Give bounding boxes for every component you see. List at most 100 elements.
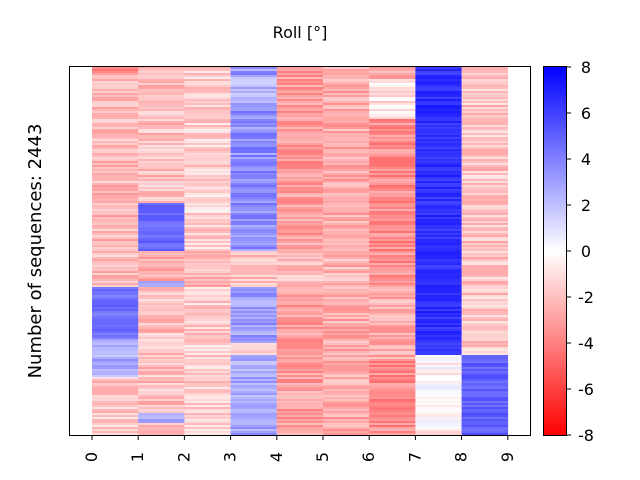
heatmap-cell (415, 359, 462, 362)
heatmap-cell (461, 195, 509, 198)
heatmap-cell (138, 205, 185, 208)
heatmap-cell (415, 155, 462, 158)
heatmap-cell (415, 289, 462, 292)
heatmap-cell (230, 197, 278, 200)
heatmap-cell (415, 227, 462, 230)
heatmap-cell (276, 429, 324, 432)
heatmap-cell (184, 81, 231, 84)
heatmap-cell (461, 109, 509, 112)
heatmap-cell (276, 265, 324, 268)
heatmap-cell (230, 143, 278, 146)
heatmap-cell (92, 399, 139, 402)
x-tick-label: 1 (128, 452, 147, 462)
heatmap-cell (138, 157, 185, 160)
heatmap-cell (184, 373, 231, 376)
heatmap-cell (138, 367, 185, 370)
heatmap-cell (369, 95, 416, 98)
heatmap-cell (415, 137, 462, 140)
heatmap-cell (461, 145, 509, 148)
heatmap-cell (230, 399, 278, 402)
heatmap-cell (184, 427, 231, 430)
heatmap-cell (184, 71, 231, 74)
heatmap-cell (461, 81, 509, 84)
heatmap-cell (369, 297, 416, 300)
heatmap-cell (276, 201, 324, 204)
heatmap-cell (461, 83, 509, 86)
heatmap-cell (230, 187, 278, 190)
heatmap-cell (323, 301, 370, 304)
heatmap-cell (230, 283, 278, 286)
heatmap-cell (138, 309, 185, 312)
heatmap-cell (415, 183, 462, 186)
heatmap-cell (230, 407, 278, 410)
heatmap-cell (92, 73, 139, 76)
heatmap-cell (415, 317, 462, 320)
heatmap-cell (276, 251, 324, 254)
heatmap-cell (184, 413, 231, 416)
heatmap-cell (369, 193, 416, 196)
heatmap-cell (92, 419, 139, 422)
heatmap-cell (184, 257, 231, 260)
heatmap-cell (415, 327, 462, 330)
heatmap-cell (184, 205, 231, 208)
heatmap-cell (276, 379, 324, 382)
heatmap-cell (461, 333, 509, 336)
heatmap-cell (276, 165, 324, 168)
heatmap-cell (461, 343, 509, 346)
heatmap-cell (369, 245, 416, 248)
heatmap-cell (138, 259, 185, 262)
heatmap-cell (184, 77, 231, 80)
heatmap-cell (92, 385, 139, 388)
heatmap-cell (276, 137, 324, 140)
heatmap-cell (184, 345, 231, 348)
heatmap-cell (461, 415, 509, 418)
heatmap-cell (276, 199, 324, 202)
heatmap-cell (276, 241, 324, 244)
heatmap-cell (323, 419, 370, 422)
heatmap-cell (276, 97, 324, 100)
heatmap-cell (461, 411, 509, 414)
heatmap-cell (323, 273, 370, 276)
heatmap-cell (92, 369, 139, 372)
heatmap-cell (323, 93, 370, 96)
heatmap-cell (138, 93, 185, 96)
heatmap-cell (369, 203, 416, 206)
heatmap-cell (230, 127, 278, 130)
heatmap-cell (276, 109, 324, 112)
heatmap-cell (276, 219, 324, 222)
heatmap-cell (184, 323, 231, 326)
heatmap-cell (461, 153, 509, 156)
heatmap-cell (461, 101, 509, 104)
heatmap-cell (92, 407, 139, 410)
heatmap-cell (461, 89, 509, 92)
heatmap-cell (276, 357, 324, 360)
heatmap-cell (184, 237, 231, 240)
heatmap-cell (323, 97, 370, 100)
heatmap-cell (138, 333, 185, 336)
heatmap-cell (92, 189, 139, 192)
heatmap-cell (323, 201, 370, 204)
heatmap-cell (323, 249, 370, 252)
heatmap-cell (92, 417, 139, 420)
heatmap-cell (276, 203, 324, 206)
heatmap-cell (184, 297, 231, 300)
heatmap-cell (276, 215, 324, 218)
heatmap-cell (461, 155, 509, 158)
heatmap-cell (461, 221, 509, 224)
heatmap-cell (415, 189, 462, 192)
heatmap-cell (230, 347, 278, 350)
heatmap-cell (415, 277, 462, 280)
heatmap-cell (138, 319, 185, 322)
heatmap-cell (92, 433, 139, 436)
heatmap-cell (369, 83, 416, 86)
heatmap-cell (369, 259, 416, 262)
heatmap-cell (369, 261, 416, 264)
heatmap-cell (230, 281, 278, 284)
heatmap-cell (184, 295, 231, 298)
heatmap-cell (138, 349, 185, 352)
heatmap-cell (230, 357, 278, 360)
heatmap-cell (230, 253, 278, 256)
heatmap-cell (323, 375, 370, 378)
heatmap-cell (276, 299, 324, 302)
heatmap-cell (415, 275, 462, 278)
